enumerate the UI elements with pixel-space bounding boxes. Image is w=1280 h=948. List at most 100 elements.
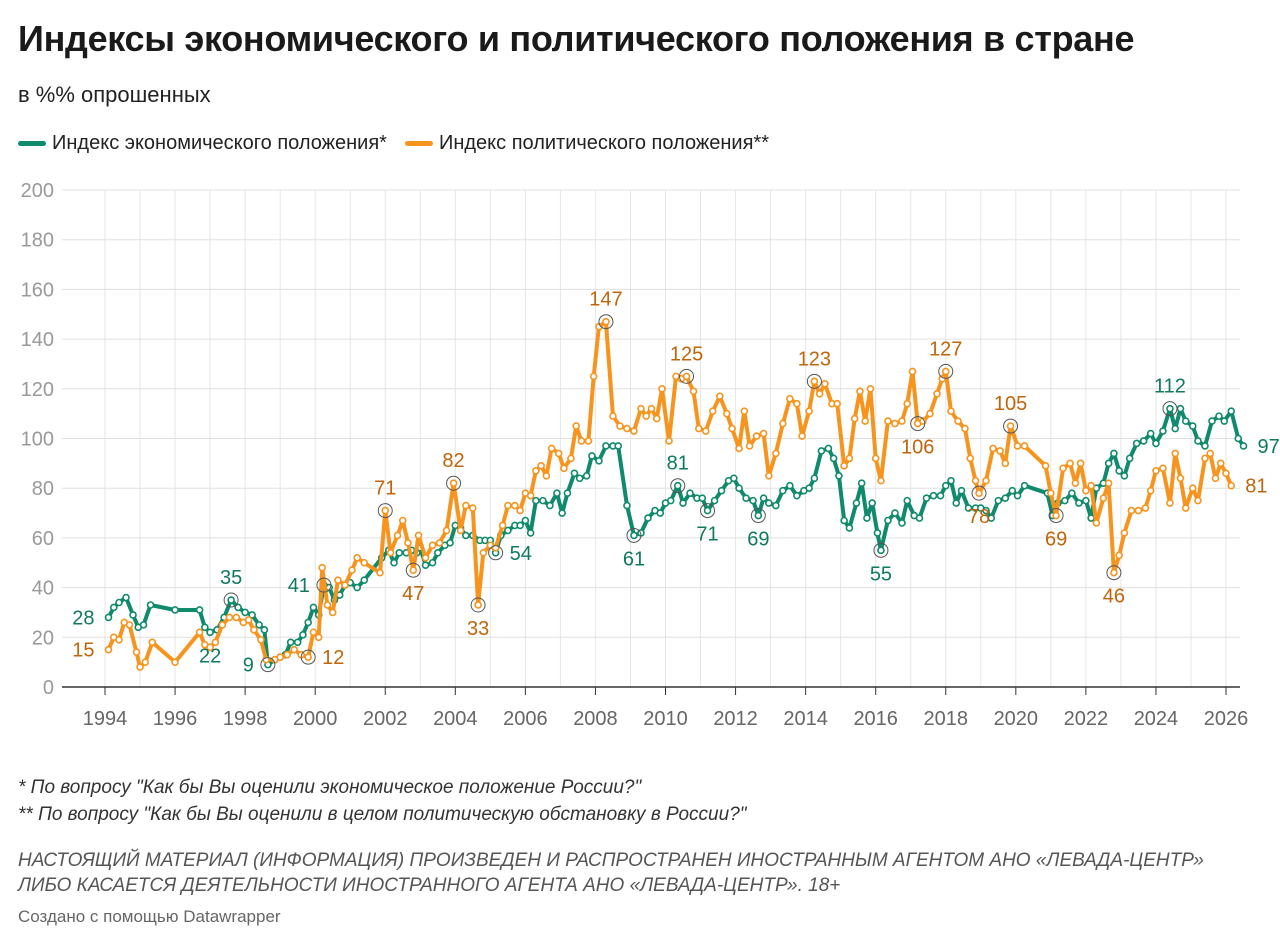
data-point-political bbox=[989, 444, 997, 453]
data-point-political bbox=[318, 563, 326, 572]
legend: Индекс экономического положения* Индекс … bbox=[18, 132, 787, 155]
data-point-economic bbox=[115, 598, 123, 607]
data-point-economic bbox=[845, 524, 854, 532]
data-point-political bbox=[398, 516, 407, 525]
data-point-political bbox=[474, 601, 482, 609]
data-point-political bbox=[353, 553, 362, 562]
data-point-political bbox=[884, 417, 892, 425]
data-point-political bbox=[1181, 504, 1190, 512]
chart-subtitle: в %% опрошенных bbox=[18, 82, 211, 107]
data-point-political bbox=[115, 635, 123, 644]
y-tick-label: 140 bbox=[21, 329, 54, 351]
data-point-political bbox=[1092, 519, 1101, 527]
data-point-political bbox=[290, 645, 298, 654]
data-point-political bbox=[840, 462, 848, 470]
x-tick-label: 1998 bbox=[223, 708, 268, 730]
data-point-political bbox=[966, 454, 975, 463]
data-point-economic bbox=[698, 494, 707, 502]
data-point-political bbox=[745, 442, 754, 450]
x-tick-label: 2002 bbox=[363, 708, 408, 730]
data-point-political bbox=[1176, 474, 1185, 483]
data-label-economic: 55 bbox=[870, 563, 892, 585]
data-point-political bbox=[630, 427, 638, 435]
data-point-political bbox=[1159, 464, 1167, 473]
footnotes: * По вопросу "Как бы Вы оценили экономич… bbox=[18, 774, 747, 828]
data-point-economic bbox=[759, 494, 768, 502]
data-point-economic bbox=[293, 638, 302, 647]
data-point-political bbox=[938, 375, 947, 383]
data-point-political bbox=[479, 549, 488, 557]
data-point-economic bbox=[1159, 427, 1167, 435]
data-point-economic bbox=[877, 546, 885, 555]
data-point-economic bbox=[234, 603, 242, 612]
highlight-ring-political bbox=[1003, 418, 1019, 434]
data-point-political bbox=[682, 372, 691, 381]
series-group bbox=[104, 317, 1248, 671]
data-point-economic bbox=[309, 603, 318, 612]
data-point-political bbox=[348, 566, 356, 575]
y-tick-label: 180 bbox=[21, 230, 54, 252]
data-point-economic bbox=[109, 603, 118, 612]
data-point-economic bbox=[1171, 424, 1180, 433]
series-line-economic bbox=[106, 406, 1246, 667]
data-point-political bbox=[1001, 459, 1010, 468]
legend-swatch-economic bbox=[18, 141, 46, 146]
data-point-political bbox=[1087, 481, 1095, 490]
data-label-political: 147 bbox=[589, 289, 622, 311]
data-point-economic bbox=[717, 486, 726, 495]
y-tick-label: 120 bbox=[21, 379, 54, 401]
data-point-political bbox=[537, 462, 545, 470]
data-point-political bbox=[954, 417, 962, 425]
data-point-political bbox=[1201, 454, 1209, 463]
data-point-political bbox=[141, 658, 150, 666]
highlight-ring-economic bbox=[670, 478, 686, 494]
data-point-political bbox=[933, 389, 941, 398]
data-point-economic bbox=[656, 509, 665, 517]
data-label-economic: 54 bbox=[510, 543, 532, 565]
data-point-economic bbox=[1152, 439, 1160, 448]
data-point-political bbox=[735, 444, 743, 453]
legend-label-economic: Индекс экономического положения* bbox=[52, 132, 387, 154]
data-point-economic bbox=[206, 628, 214, 637]
data-point-political bbox=[694, 424, 703, 433]
data-point-economic bbox=[1234, 434, 1243, 443]
data-point-political bbox=[975, 489, 983, 497]
data-point-political bbox=[740, 407, 749, 415]
data-point-political bbox=[723, 409, 731, 418]
data-point-economic bbox=[1001, 494, 1010, 502]
data-point-economic bbox=[742, 494, 750, 502]
data-point-economic bbox=[146, 601, 155, 609]
data-point-economic bbox=[1120, 471, 1129, 480]
data-point-economic bbox=[786, 481, 794, 490]
highlight-ring-political bbox=[910, 416, 926, 432]
data-label-economic: 35 bbox=[220, 567, 242, 589]
data-point-economic bbox=[516, 521, 524, 530]
data-point-political bbox=[328, 608, 337, 617]
data-point-economic bbox=[754, 511, 763, 520]
data-point-political bbox=[125, 621, 134, 629]
data-point-political bbox=[393, 531, 402, 540]
data-point-political bbox=[779, 419, 787, 428]
y-tick-label: 80 bbox=[32, 478, 54, 500]
data-point-political bbox=[708, 407, 717, 415]
data-point-economic bbox=[521, 516, 530, 525]
data-point-political bbox=[1104, 479, 1113, 488]
data-label-economic: 97 bbox=[1258, 436, 1280, 458]
data-point-economic bbox=[582, 471, 591, 480]
data-point-economic bbox=[922, 494, 931, 502]
data-point-political bbox=[1134, 506, 1143, 515]
y-tick-label: 100 bbox=[21, 429, 54, 451]
data-point-economic bbox=[1201, 442, 1209, 450]
data-point-economic bbox=[1220, 417, 1229, 425]
data-point-political bbox=[815, 389, 824, 398]
data-point-economic bbox=[810, 474, 819, 483]
data-point-political bbox=[786, 394, 794, 403]
data-point-political bbox=[498, 521, 507, 530]
data-point-economic bbox=[779, 486, 787, 495]
data-point-economic bbox=[623, 501, 631, 510]
data-point-economic bbox=[863, 514, 871, 522]
data-point-economic bbox=[195, 606, 204, 614]
highlight-ring-economic bbox=[873, 542, 889, 558]
data-point-political bbox=[1227, 481, 1236, 490]
data-point-economic bbox=[390, 558, 398, 567]
